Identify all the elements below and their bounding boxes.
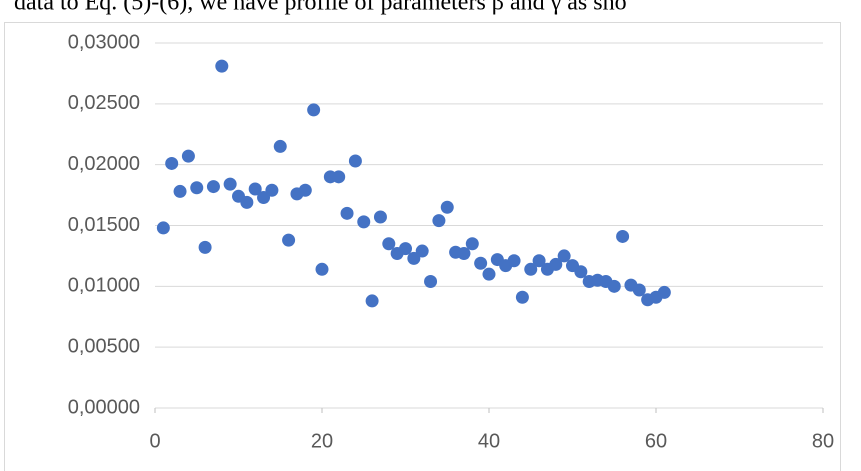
point — [399, 242, 412, 256]
point — [223, 177, 237, 191]
point — [206, 180, 220, 194]
point — [482, 267, 496, 281]
page-text: data to Eq. (5)-(6), we have profile of … — [14, 0, 627, 16]
point — [532, 254, 546, 268]
point — [424, 274, 438, 288]
y-tick-label: 0,02000 — [68, 153, 140, 175]
point — [515, 290, 529, 304]
point — [332, 170, 346, 184]
point — [657, 285, 671, 299]
point — [348, 154, 362, 168]
point — [181, 149, 195, 163]
y-tick-label: 0,00000 — [68, 396, 140, 418]
y-tick-label: 0,01500 — [68, 214, 140, 236]
point — [257, 191, 271, 205]
y-tick-label: 0,00500 — [68, 335, 140, 357]
x-tick-label: 0 — [149, 430, 160, 452]
point — [215, 59, 229, 73]
point — [240, 195, 254, 209]
x-tick-label: 60 — [645, 430, 667, 452]
point — [357, 215, 371, 229]
y-tick-label: 0,03000 — [68, 31, 140, 53]
point — [549, 257, 563, 271]
point — [507, 254, 521, 268]
point — [190, 181, 204, 195]
x-tick-label: 80 — [812, 430, 834, 452]
y-tick-label: 0,01000 — [68, 275, 140, 297]
y-tick-label: 0,02500 — [68, 92, 140, 114]
point — [265, 183, 279, 197]
point — [474, 256, 488, 270]
point — [156, 221, 170, 235]
point — [524, 262, 538, 276]
point — [382, 237, 396, 251]
point — [340, 206, 354, 220]
point — [415, 244, 429, 258]
point — [457, 246, 471, 260]
x-tick-label: 40 — [478, 430, 500, 452]
point — [273, 139, 287, 153]
point — [632, 283, 646, 297]
point — [165, 156, 179, 170]
point — [616, 229, 630, 243]
point — [198, 240, 212, 254]
point — [315, 262, 329, 276]
point — [298, 183, 312, 197]
point — [607, 279, 621, 293]
point — [432, 214, 446, 228]
point — [440, 200, 454, 214]
point — [307, 103, 321, 117]
point — [248, 182, 262, 196]
point — [365, 294, 379, 308]
point — [282, 233, 296, 247]
point — [173, 184, 187, 198]
point — [557, 249, 571, 263]
point — [574, 265, 588, 279]
point — [407, 251, 421, 265]
point — [373, 210, 387, 224]
x-tick-label: 20 — [311, 430, 333, 452]
chart-frame — [4, 22, 841, 471]
point — [465, 237, 479, 251]
